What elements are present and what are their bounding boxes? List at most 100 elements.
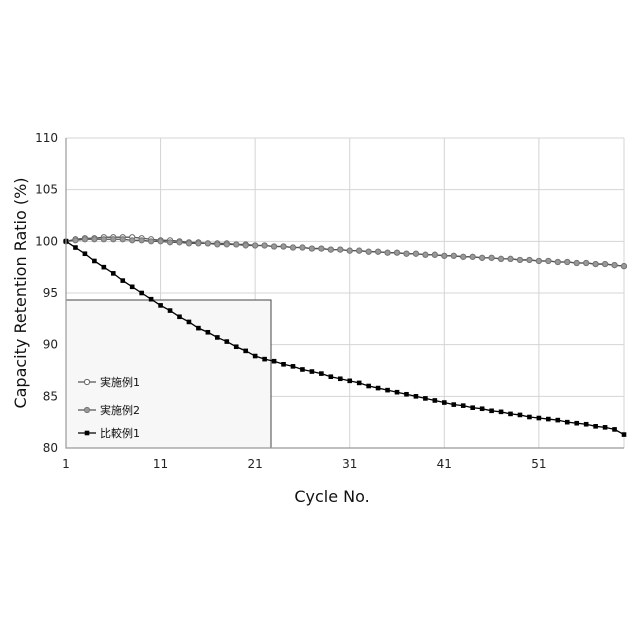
data-point bbox=[498, 256, 503, 261]
data-point bbox=[480, 406, 485, 411]
legend-label: 比較例1 bbox=[100, 426, 140, 440]
data-point bbox=[149, 297, 154, 302]
data-point bbox=[385, 388, 390, 393]
data-point bbox=[158, 239, 163, 244]
data-point bbox=[622, 432, 627, 437]
data-point bbox=[167, 240, 172, 245]
data-point bbox=[527, 257, 532, 262]
data-point bbox=[310, 369, 315, 374]
data-point bbox=[584, 260, 589, 265]
data-point bbox=[290, 245, 295, 250]
data-point bbox=[149, 239, 154, 244]
data-point bbox=[253, 354, 258, 359]
data-point bbox=[423, 396, 428, 401]
legend-background bbox=[66, 300, 271, 448]
data-point bbox=[139, 291, 144, 296]
x-axis-title: Cycle No. bbox=[294, 487, 369, 506]
data-point bbox=[612, 263, 617, 268]
data-point bbox=[442, 400, 447, 405]
data-point bbox=[234, 242, 239, 247]
data-point bbox=[205, 241, 210, 246]
data-point bbox=[555, 418, 560, 423]
data-point bbox=[489, 409, 494, 414]
data-point bbox=[593, 424, 598, 429]
data-point bbox=[518, 413, 523, 418]
y-tick-label: 95 bbox=[43, 286, 58, 300]
data-point bbox=[329, 374, 334, 379]
data-point bbox=[517, 257, 522, 262]
y-tick-label: 85 bbox=[43, 389, 58, 403]
data-point bbox=[196, 326, 201, 331]
legend-marker bbox=[85, 431, 90, 436]
data-point bbox=[480, 255, 485, 260]
data-point bbox=[508, 256, 513, 261]
y-tick-label: 110 bbox=[35, 131, 58, 145]
data-point bbox=[300, 367, 305, 372]
data-point bbox=[489, 255, 494, 260]
data-point bbox=[158, 303, 163, 308]
data-point bbox=[309, 246, 314, 251]
data-point bbox=[224, 242, 229, 247]
data-point bbox=[470, 405, 475, 410]
data-point bbox=[73, 245, 78, 250]
data-point bbox=[357, 248, 362, 253]
data-point bbox=[366, 384, 371, 389]
data-point bbox=[215, 335, 220, 340]
data-point bbox=[139, 238, 144, 243]
data-point bbox=[574, 421, 579, 426]
y-axis-title: Capacity Retention Ratio (%) bbox=[11, 177, 30, 408]
data-point bbox=[555, 259, 560, 264]
y-tick-label: 100 bbox=[35, 234, 58, 248]
data-point bbox=[451, 253, 456, 258]
data-point bbox=[366, 249, 371, 254]
data-point bbox=[602, 261, 607, 266]
data-point bbox=[413, 251, 418, 256]
data-point bbox=[508, 412, 513, 417]
legend-marker bbox=[84, 379, 89, 384]
data-point bbox=[546, 258, 551, 263]
data-point bbox=[395, 390, 400, 395]
data-point bbox=[130, 285, 135, 290]
data-point bbox=[120, 237, 125, 242]
x-tick-label: 41 bbox=[437, 457, 452, 471]
data-point bbox=[574, 260, 579, 265]
x-tick-label: 11 bbox=[153, 457, 168, 471]
x-tick-label: 51 bbox=[531, 457, 546, 471]
data-point bbox=[376, 249, 381, 254]
data-point bbox=[120, 278, 125, 283]
data-point bbox=[347, 379, 352, 384]
series-実施例1 bbox=[63, 235, 626, 269]
x-tick-label: 31 bbox=[342, 457, 357, 471]
legend bbox=[66, 300, 271, 448]
data-point bbox=[357, 381, 362, 386]
data-point bbox=[168, 308, 173, 313]
data-point bbox=[177, 240, 182, 245]
data-point bbox=[300, 245, 305, 250]
data-point bbox=[177, 314, 182, 319]
data-point bbox=[206, 330, 211, 335]
data-point bbox=[319, 371, 324, 376]
data-point bbox=[565, 420, 570, 425]
data-point bbox=[499, 410, 504, 415]
x-tick-label: 21 bbox=[248, 457, 263, 471]
data-point bbox=[83, 251, 88, 256]
data-point bbox=[253, 243, 258, 248]
data-point bbox=[243, 349, 248, 354]
data-point bbox=[186, 241, 191, 246]
data-point bbox=[262, 243, 267, 248]
legend-label: 実施例1 bbox=[100, 375, 140, 389]
data-point bbox=[281, 362, 286, 367]
data-point bbox=[414, 394, 419, 399]
data-point bbox=[224, 339, 229, 344]
data-point bbox=[291, 364, 296, 369]
data-point bbox=[92, 237, 97, 242]
data-point bbox=[262, 357, 267, 362]
data-point bbox=[385, 250, 390, 255]
data-point bbox=[187, 320, 192, 325]
data-point bbox=[215, 242, 220, 247]
capacity-retention-chart: 8085909510010511011121314151 実施例1実施例2比較例… bbox=[0, 0, 640, 640]
data-point bbox=[319, 246, 324, 251]
data-point bbox=[271, 244, 276, 249]
data-point bbox=[537, 416, 542, 421]
data-point bbox=[536, 258, 541, 263]
